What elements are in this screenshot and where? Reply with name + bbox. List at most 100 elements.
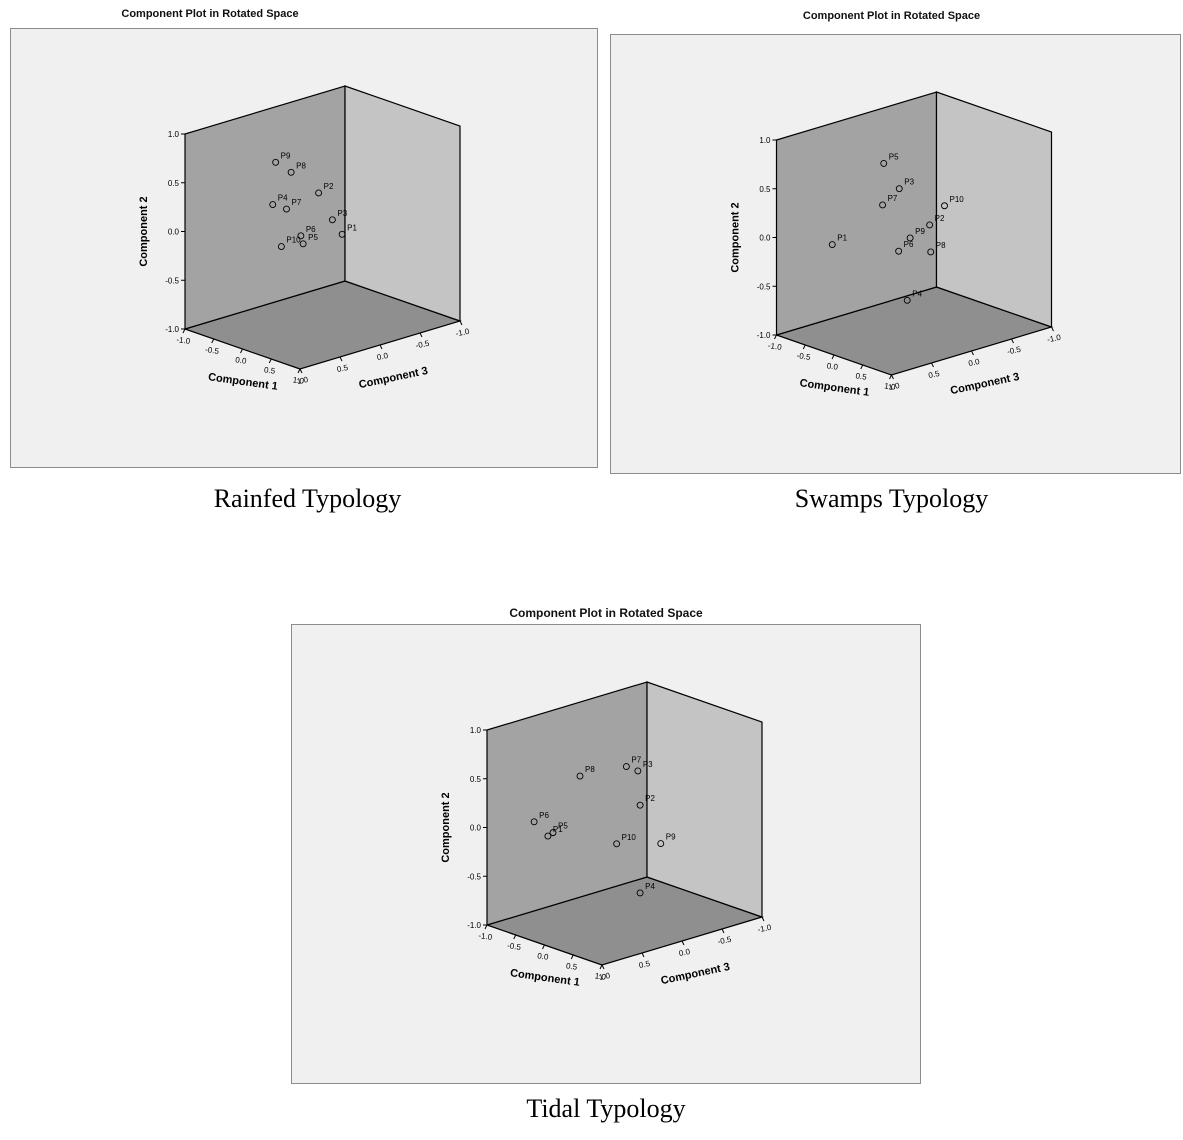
x-tick bbox=[542, 944, 545, 950]
data-point-label: P5 bbox=[558, 822, 568, 831]
data-point-label: P5 bbox=[889, 152, 899, 161]
data-point-label: P3 bbox=[643, 760, 653, 769]
data-point bbox=[272, 158, 280, 166]
z-tick bbox=[721, 928, 725, 934]
right-wall bbox=[344, 85, 461, 322]
data-point bbox=[657, 840, 665, 848]
data-point bbox=[828, 241, 836, 249]
data-point bbox=[895, 247, 903, 255]
data-point bbox=[297, 232, 305, 240]
chart-panel-swamps: Component Plot in Rotated Space -1.0 -0.5… bbox=[600, 0, 1183, 520]
chart-frame: -1.0 -0.5 0.0 0.5 1.0 -1.0 -0.5 0.0 0.5 1.0 1.0 0.5… bbox=[610, 34, 1181, 474]
y-tick-label: 1.0 bbox=[168, 130, 180, 139]
x-tick-label: 0.5 bbox=[855, 371, 868, 382]
data-point bbox=[634, 767, 642, 775]
z-tick-label: -0.5 bbox=[1006, 345, 1022, 357]
z-tick-label: 0.5 bbox=[638, 959, 651, 970]
x-tick bbox=[513, 934, 517, 940]
z-axis-label: Component 3 bbox=[358, 365, 429, 391]
data-point-label: P2 bbox=[324, 182, 334, 191]
data-point bbox=[636, 889, 644, 897]
z-tick bbox=[601, 964, 605, 970]
z-tick bbox=[971, 350, 974, 356]
z-tick bbox=[891, 374, 894, 380]
data-point bbox=[544, 832, 552, 840]
data-point-label: P7 bbox=[631, 756, 641, 765]
data-point-label: P4 bbox=[645, 882, 655, 891]
x-tick bbox=[831, 354, 835, 360]
x-tick bbox=[860, 364, 864, 370]
x-tick bbox=[211, 338, 215, 344]
z-tick-label: 1.0 bbox=[598, 971, 611, 982]
data-point-label: P9 bbox=[666, 833, 676, 842]
data-point-label: P2 bbox=[935, 214, 945, 223]
data-point-label: P1 bbox=[347, 223, 357, 232]
y-tick-label: -1.0 bbox=[757, 331, 771, 340]
x-tick bbox=[240, 348, 243, 354]
data-point-label: P3 bbox=[904, 178, 914, 187]
z-tick-label: 0.5 bbox=[336, 363, 349, 374]
z-tick bbox=[681, 940, 685, 946]
z-tick bbox=[761, 916, 765, 922]
z-tick bbox=[379, 344, 383, 350]
data-point bbox=[926, 221, 934, 229]
z-tick bbox=[641, 952, 645, 958]
y-tick-label: -0.5 bbox=[467, 872, 481, 881]
x-tick-label: 1.0 bbox=[292, 375, 305, 386]
chart-frame: -1.0 -0.5 0.0 0.5 1.0 -1.0 -0.5 0.0 0.5 1.0 1.0 0.5… bbox=[10, 28, 598, 468]
data-point bbox=[549, 829, 557, 837]
x-tick-label: 1.0 bbox=[884, 381, 897, 392]
x-tick-label: -1.0 bbox=[176, 335, 191, 346]
z-tick-label: -1.0 bbox=[757, 923, 773, 935]
data-point-label: P8 bbox=[296, 161, 306, 170]
data-point bbox=[903, 296, 911, 304]
x-tick bbox=[297, 368, 301, 374]
z-tick-label: -1.0 bbox=[1046, 333, 1062, 345]
x-tick-label: -1.0 bbox=[767, 341, 782, 352]
data-point bbox=[879, 201, 887, 209]
data-point-label: P10 bbox=[950, 195, 965, 204]
x-tick-label: 1.0 bbox=[594, 971, 607, 982]
z-tick bbox=[299, 368, 303, 374]
data-point-label: P4 bbox=[278, 194, 288, 203]
y-tick-label: 0.0 bbox=[759, 234, 771, 243]
data-point bbox=[277, 243, 285, 251]
data-point bbox=[906, 234, 914, 242]
data-point bbox=[895, 185, 903, 193]
data-point-label: P6 bbox=[539, 811, 549, 820]
data-point-label: P6 bbox=[306, 225, 316, 234]
data-point bbox=[636, 801, 644, 809]
z-tick-label: 1.0 bbox=[888, 381, 901, 392]
chart-caption: Rainfed Typology bbox=[213, 484, 402, 513]
chart-panel-rainfed: Component Plot in Rotated Space -1.0 -0.5… bbox=[0, 0, 600, 520]
chart-title: Component Plot in Rotated Space bbox=[509, 606, 703, 620]
x-tick bbox=[268, 358, 272, 364]
x-tick bbox=[570, 954, 574, 960]
scatter-3d-plot: -1.0-0.50.00.51.0-1.0-0.50.00.51.01.00.5… bbox=[138, 85, 471, 393]
y-tick-label: 0.0 bbox=[168, 228, 180, 237]
x-tick-label: 0.5 bbox=[565, 961, 578, 972]
z-tick bbox=[459, 320, 463, 326]
data-point-label: P6 bbox=[904, 240, 914, 249]
data-point-label: P2 bbox=[645, 794, 655, 803]
x-tick bbox=[889, 374, 892, 380]
x-tick-label: -1.0 bbox=[478, 931, 493, 942]
right-wall bbox=[935, 91, 1053, 328]
x-tick-label: 0.0 bbox=[235, 355, 248, 366]
z-tick bbox=[1051, 326, 1054, 332]
data-point bbox=[530, 818, 538, 826]
x-tick bbox=[774, 334, 777, 340]
z-tick-label: 0.0 bbox=[968, 357, 981, 368]
data-point-label: P9 bbox=[915, 227, 925, 236]
z-axis-label: Component 3 bbox=[949, 371, 1020, 397]
y-axis-label: Component 2 bbox=[730, 202, 742, 272]
z-tick-label: 0.5 bbox=[928, 369, 941, 380]
chart-panel-tidal: Component Plot in Rotated Space -1.0 -0.5… bbox=[290, 596, 922, 1140]
data-point-label: P9 bbox=[281, 151, 291, 160]
data-point bbox=[576, 772, 584, 780]
chart-caption: Tidal Typology bbox=[526, 1094, 686, 1123]
data-point bbox=[927, 248, 935, 256]
x-tick bbox=[599, 964, 603, 970]
z-tick-label: 1.0 bbox=[296, 375, 309, 386]
y-tick-label: -1.0 bbox=[467, 921, 481, 930]
